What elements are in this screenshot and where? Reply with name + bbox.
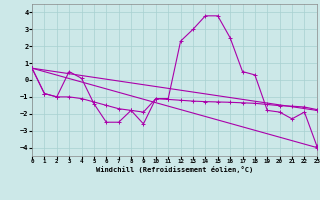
X-axis label: Windchill (Refroidissement éolien,°C): Windchill (Refroidissement éolien,°C) xyxy=(96,166,253,173)
